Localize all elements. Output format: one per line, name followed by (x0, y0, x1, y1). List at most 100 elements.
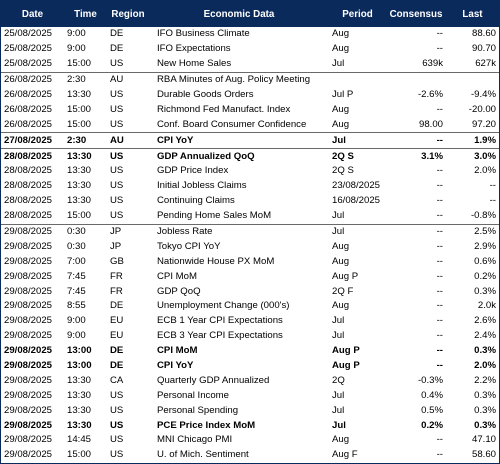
cell-period: Jul P (332, 89, 354, 100)
cell-event: Richmond Fed Manufact. Index (157, 103, 291, 115)
cell-period: Aug (332, 28, 350, 40)
cell-time: 13:30 (67, 419, 92, 431)
cell-date: 26/08/2025 (1, 71, 64, 88)
table-row: 25/08/2025 9:00 DE IFO Expectations Aug -- 90.… (1, 42, 499, 57)
table-row: 29/08/2025 9:00 EU ECB 1 Year CPI Expectati… (1, 314, 499, 329)
table-row: 26/08/2025 13:30 US Durable Goods Orders Jul… (1, 88, 499, 103)
cell-period: 23/08/2025 (332, 180, 381, 192)
cell-last: 1.9% (446, 132, 499, 149)
cell-last: 2.0k (477, 300, 496, 312)
cell-event: IFO Business Climate (157, 28, 250, 40)
table-row: 29/08/2025 13:30 US Personal Income Jul 0.4% 0… (1, 388, 499, 403)
cell-time: 13:30 (67, 374, 92, 386)
cell-period: Aug (332, 43, 350, 55)
table-row: 29/08/2025 0:30 JP Jobless Rate Jul -- 2.5% (1, 223, 499, 240)
cell-last: 97.20 (471, 118, 496, 130)
cell-region: US (110, 389, 124, 401)
cell-time: 2:30 (64, 71, 107, 88)
cell-date: 29/08/2025 (4, 255, 53, 267)
cell-event: IFO Expectations (157, 43, 231, 55)
cell-event: RBA Minutes of Aug. Policy Meeting (149, 71, 329, 88)
cell-period: Jul (332, 404, 345, 416)
cell-region: EU (110, 330, 124, 342)
header-row: Date Time Region Economic Data Period Co… (1, 1, 499, 27)
cell-time: 13:30 (67, 89, 92, 100)
table-row: 27/08/2025 2:30 AU CPI YoY Jul -- 1.9% (1, 132, 499, 149)
cell-time: 7:45 (67, 270, 86, 282)
table-row: 26/08/2025 15:00 US Richmond Fed Manufact. … (1, 102, 499, 117)
cell-last: 47.10 (471, 434, 496, 446)
cell-event: Personal Income (157, 389, 229, 401)
table-row: 29/08/2025 15:00 US U. of Mich. Sentiment Au… (1, 448, 499, 463)
cell-last: 2.0% (474, 165, 496, 177)
cell-last: 2.0% (474, 360, 496, 372)
header-last: Last (446, 1, 499, 27)
cell-period: Jul (329, 223, 386, 240)
cell-period: 2Q (332, 374, 345, 386)
cell-date: 29/08/2025 (4, 434, 53, 446)
cell-last: 0.3% (474, 345, 496, 357)
cell-event: GDP Annualized QoQ (149, 148, 329, 165)
cell-date: 29/08/2025 (4, 240, 53, 252)
cell-period: 2Q S (332, 165, 354, 177)
cell-time: 9:00 (67, 28, 86, 40)
cell-region: FR (110, 285, 123, 297)
cell-period: Aug (332, 118, 350, 130)
cell-event: Personal Spending (157, 404, 239, 416)
cell-last: -9.4% (470, 89, 496, 100)
cell-consensus: -2.6% (417, 89, 443, 100)
cell-event: PCE Price Index MoM (157, 419, 256, 431)
cell-date: 29/08/2025 (4, 449, 53, 461)
cell-consensus: -- (436, 434, 443, 446)
cell-time: 2:30 (64, 132, 107, 149)
header-event: Economic Data (149, 1, 329, 27)
cell-time: 13:30 (64, 148, 107, 165)
cell-event: Quarterly GDP Annualized (157, 374, 270, 386)
cell-event: New Home Sales (157, 58, 232, 70)
cell-time: 15:00 (67, 118, 92, 130)
cell-event: Conf. Board Consumer Confidence (157, 118, 307, 130)
cell-time: 14:45 (67, 434, 92, 446)
cell-date: 29/08/2025 (4, 285, 53, 297)
cell-consensus: -- (436, 449, 443, 461)
cell-region: DE (110, 360, 124, 372)
cell-date: 29/08/2025 (4, 270, 53, 282)
cell-last: 627k (475, 58, 496, 70)
cell-date: 28/08/2025 (4, 165, 53, 177)
cell-event: CPI YoY (149, 132, 329, 149)
table-row: 29/08/2025 13:00 DE CPI YoY Aug P -- 2.0% (1, 359, 499, 374)
cell-date: 29/08/2025 (4, 315, 53, 327)
cell-event: Tokyo CPI YoY (157, 240, 221, 252)
cell-region: FR (110, 270, 123, 282)
cell-date: 29/08/2025 (1, 223, 64, 240)
cell-date: 29/08/2025 (4, 360, 53, 372)
cell-last: 0.2% (474, 270, 496, 282)
cell-last: 2.6% (474, 315, 496, 327)
cell-event: Jobless Rate (149, 223, 329, 240)
cell-region: US (110, 58, 124, 70)
header-date: Date (1, 1, 64, 27)
cell-time: 13:30 (67, 180, 92, 192)
cell-period: Jul (332, 389, 345, 401)
cell-time: 9:00 (67, 330, 86, 342)
cell-region: US (110, 118, 124, 130)
cell-period (329, 71, 386, 88)
cell-event: ECB 3 Year CPI Expectations (157, 330, 283, 342)
cell-date: 29/08/2025 (4, 419, 53, 431)
cell-consensus: -- (436, 195, 443, 207)
cell-region: EU (110, 315, 124, 327)
cell-consensus: -- (386, 223, 446, 240)
table-row: 25/08/2025 9:00 DE IFO Business Climate Aug -… (1, 27, 499, 42)
cell-consensus: -- (436, 180, 443, 192)
cell-region: US (110, 89, 124, 100)
cell-last: -20.00 (468, 103, 496, 115)
cell-date: 29/08/2025 (4, 300, 53, 312)
cell-event: U. of Mich. Sentiment (157, 449, 249, 461)
cell-last: 3.0% (446, 148, 499, 165)
cell-consensus: -- (436, 103, 443, 115)
table-row: 28/08/2025 13:30 US Initial Jobless Claims 2… (1, 179, 499, 194)
cell-period: Aug P (332, 360, 360, 372)
cell-region: US (107, 148, 149, 165)
